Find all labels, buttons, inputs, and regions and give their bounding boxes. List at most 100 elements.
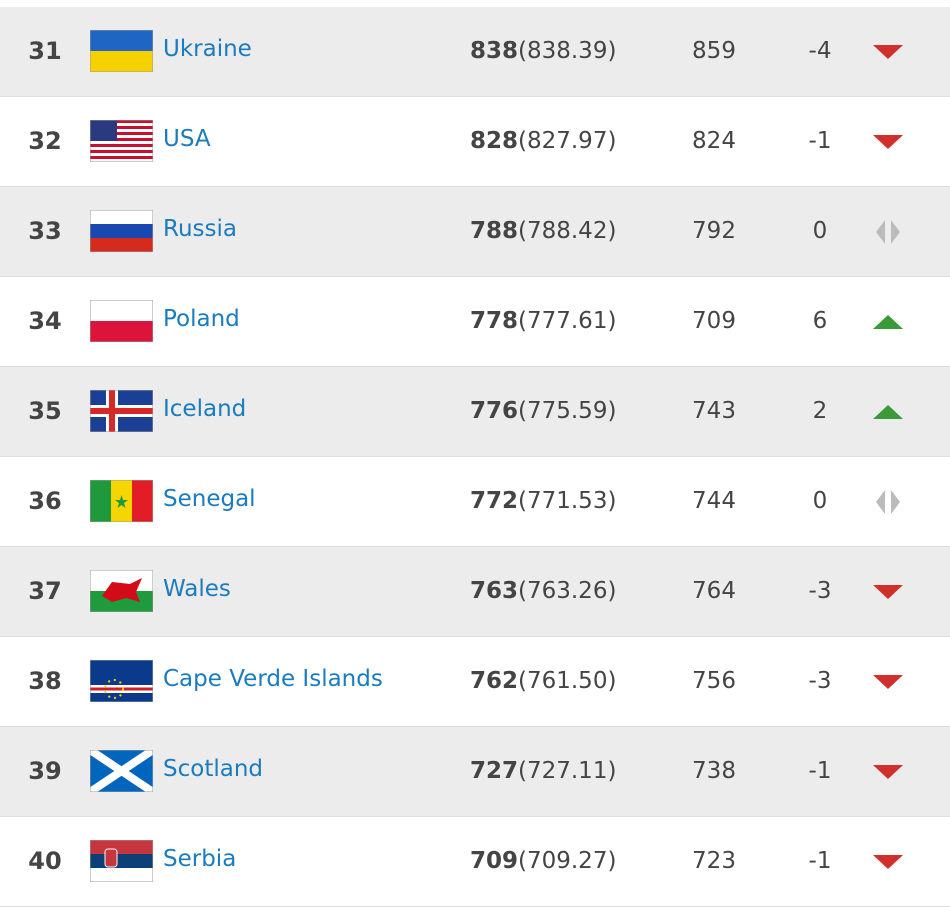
trend-icon: [870, 37, 906, 73]
trend-arrow: [873, 765, 903, 779]
team-name[interactable]: Russia: [163, 216, 237, 242]
team-name[interactable]: Ukraine: [163, 36, 252, 62]
previous-points: 744: [692, 488, 736, 514]
trend-arrow: [873, 45, 903, 59]
flag: [89, 839, 154, 883]
points: 763: [470, 578, 519, 604]
team-name[interactable]: USA: [163, 126, 211, 152]
team-name[interactable]: Scotland: [163, 756, 263, 782]
trend-arrow: [876, 490, 900, 514]
points-precise: (777.61): [518, 308, 617, 334]
previous-points: 792: [692, 218, 736, 244]
previous-points: 764: [692, 578, 736, 604]
previous-points: 738: [692, 758, 736, 784]
rank: 38: [28, 667, 62, 695]
flag: [89, 659, 154, 703]
flag-icon: [89, 479, 154, 528]
rank: 39: [28, 757, 62, 785]
previous-points: 859: [692, 38, 736, 64]
rank: 40: [28, 847, 62, 875]
team-name[interactable]: Wales: [163, 576, 231, 602]
rank-change: 0: [812, 488, 828, 514]
points: 838: [470, 38, 519, 64]
points: 828: [470, 128, 519, 154]
trend-icon: [870, 487, 906, 523]
points: 727: [470, 758, 519, 784]
points-precise: (775.59): [518, 398, 617, 424]
rank-change: -3: [808, 668, 832, 694]
team-name[interactable]: Iceland: [163, 396, 247, 422]
flag-icon: [89, 29, 154, 78]
table-row: 36 Senegal 772 (771.53) 744 0: [0, 457, 950, 547]
trend-icon: [870, 307, 906, 343]
team-name[interactable]: Poland: [163, 306, 240, 332]
table-row: 40 Serbia 709 (709.27) 723 -1: [0, 817, 950, 907]
trend-arrow: [873, 675, 903, 689]
previous-points: 723: [692, 848, 736, 874]
flag: [89, 209, 154, 253]
flag: [89, 479, 154, 523]
points-precise: (709.27): [518, 848, 617, 874]
trend-arrow: [876, 220, 900, 244]
table-row: 31 Ukraine 838 (838.39) 859 -4: [0, 7, 950, 97]
rank-change: 2: [812, 398, 828, 424]
trend-icon: [870, 667, 906, 703]
table-row: 35 Iceland 776 (775.59) 743 2: [0, 367, 950, 457]
flag: [89, 29, 154, 73]
points: 788: [470, 218, 519, 244]
points-precise: (838.39): [518, 38, 617, 64]
rank: 34: [28, 307, 62, 335]
trend-arrow: [873, 135, 903, 149]
flag-icon: [89, 209, 154, 258]
table-row: 32 USA 828 (827.97) 824 -1: [0, 97, 950, 187]
rank: 32: [28, 127, 62, 155]
rank-change: 0: [812, 218, 828, 244]
points: 772: [470, 488, 519, 514]
trend-arrow: [873, 855, 903, 869]
points: 776: [470, 398, 519, 424]
team-name[interactable]: Senegal: [163, 486, 256, 512]
trend-arrow: [873, 405, 903, 419]
previous-points: 743: [692, 398, 736, 424]
table-row: 39 Scotland 727 (727.11) 738 -1: [0, 727, 950, 817]
team-name[interactable]: Cape Verde Islands: [163, 666, 383, 692]
rank-change: -1: [808, 758, 832, 784]
flag-icon: [89, 569, 154, 618]
rank-change: -1: [808, 128, 832, 154]
rank-change: -3: [808, 578, 832, 604]
points-precise: (727.11): [518, 758, 617, 784]
flag: [89, 299, 154, 343]
rank: 35: [28, 397, 62, 425]
trend-arrow: [873, 585, 903, 599]
trend-icon: [870, 847, 906, 883]
trend-icon: [870, 577, 906, 613]
flag-icon: [87, 746, 156, 798]
previous-points: 824: [692, 128, 736, 154]
points-precise: (771.53): [518, 488, 617, 514]
trend-icon: [870, 757, 906, 793]
points: 709: [470, 848, 519, 874]
rank-change: -1: [808, 848, 832, 874]
points: 778: [470, 308, 519, 334]
rank: 36: [28, 487, 62, 515]
flag: [89, 389, 154, 433]
team-name[interactable]: Serbia: [163, 846, 237, 872]
trend-icon: [870, 217, 906, 253]
flag-icon: [89, 839, 154, 888]
flag: [89, 119, 154, 163]
trend-icon: [870, 397, 906, 433]
flag-icon: [89, 299, 154, 348]
points: 762: [470, 668, 519, 694]
table-row: 34 Poland 778 (777.61) 709 6: [0, 277, 950, 367]
rank: 37: [28, 577, 62, 605]
points-precise: (827.97): [518, 128, 617, 154]
rank-change: 6: [812, 308, 828, 334]
flag-icon: [89, 119, 154, 168]
flag-icon: [89, 389, 154, 438]
ranking-table: 31 Ukraine 838 (838.39) 859 -4 32 USA 828 (827.97…: [0, 7, 950, 907]
previous-points: 756: [692, 668, 736, 694]
trend-arrow: [873, 315, 903, 329]
rank: 31: [28, 37, 62, 65]
points-precise: (761.50): [518, 668, 617, 694]
